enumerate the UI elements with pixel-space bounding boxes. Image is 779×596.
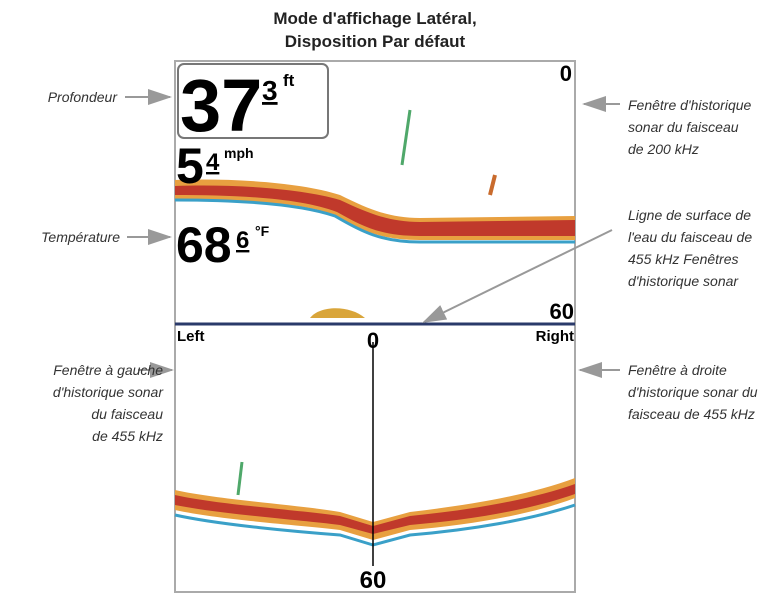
scale-label: 60 [360,567,387,594]
side-label: Right [536,328,574,345]
title-line: Mode d'affichage Latéral, [273,9,476,28]
arrow [422,229,613,323]
callout: sonar du faisceau [628,119,739,135]
temperature-value: 68 [176,217,232,273]
callout: Fenêtre à droite [628,362,727,378]
callout: du faisceau [91,406,163,422]
callout: d'historique sonar [628,273,739,289]
speed-decimal: 4 [206,149,220,176]
callout: l'eau du faisceau de [628,229,752,245]
callout: Fenêtre d'historique [628,97,752,113]
callout: d'historique sonar [53,384,164,400]
callout: Fenêtre à gauche [53,362,163,378]
speed-value: 5 [176,138,204,194]
sonar-return [174,198,575,244]
sonar-return [236,461,244,496]
callout: Température [41,229,120,245]
sonar-screen: 37 3 ft 5 4 mph 68 6 °F 0 60 Left 0 Righ… [174,60,576,594]
scale-label: 0 [560,61,572,86]
depth-decimal: 3 [262,75,278,106]
callout: 455 kHz Fenêtres [628,251,739,267]
callout: de 200 kHz [628,141,699,157]
speed-unit: mph [224,145,254,161]
sonar-return [488,174,497,196]
scale-label: 60 [550,299,574,324]
sonar-return [400,109,412,166]
callout: de 455 kHz [92,428,163,444]
depth-unit: ft [283,71,295,90]
temperature-decimal: 6 [236,227,249,254]
sonar-return [175,484,575,534]
callout: faisceau de 455 kHz [628,406,755,422]
scale-label: 0 [367,328,379,353]
sonar-return [175,185,575,236]
depth-value: 37 [180,64,262,147]
callout: Profondeur [48,89,119,105]
callout: Ligne de surface de [628,207,751,223]
temperature-unit: °F [255,223,270,239]
depth-box [177,63,329,139]
side-label: Left [177,328,205,345]
callout: d'historique sonar du [628,384,758,400]
sonar-return [310,308,365,318]
title-line: Disposition Par défaut [285,32,466,51]
